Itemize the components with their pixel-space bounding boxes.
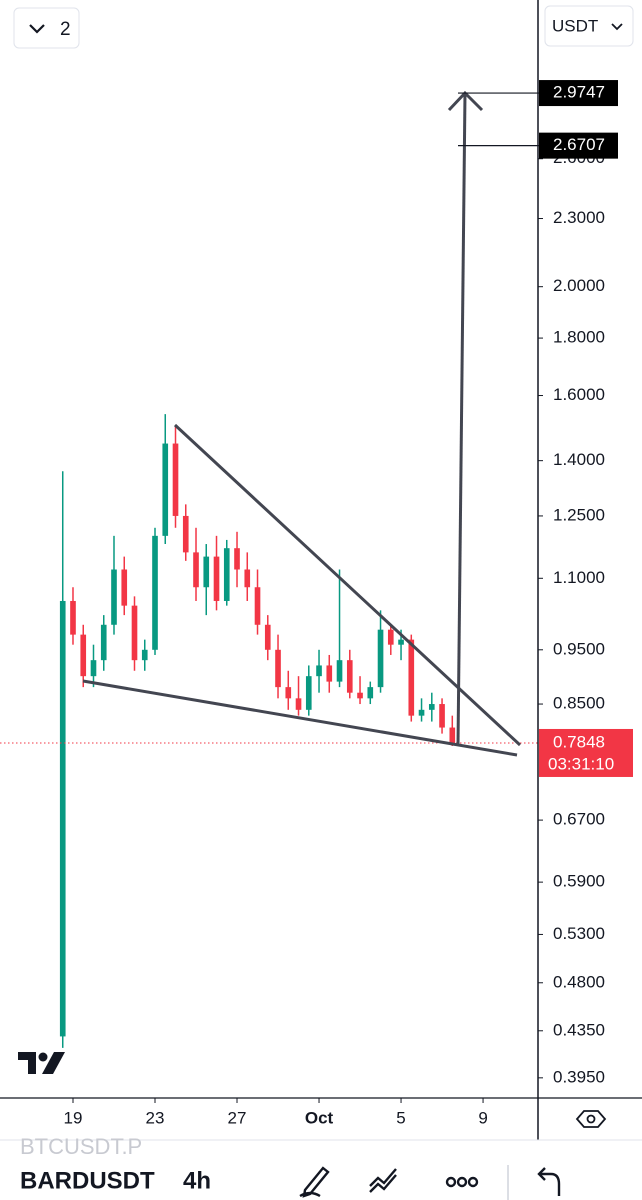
candle-body <box>131 605 138 661</box>
candle-body <box>439 704 445 728</box>
candle-body <box>244 569 251 588</box>
candle-body <box>449 727 456 743</box>
drawings <box>82 90 522 757</box>
more-icon[interactable] <box>456 1176 468 1188</box>
axis-settings[interactable] <box>575 1110 607 1128</box>
more-icon[interactable] <box>445 1176 457 1188</box>
chart-plot <box>0 414 538 1048</box>
y-tick-label: 2.3000 <box>553 208 605 227</box>
countdown: 03:31:10 <box>548 754 614 773</box>
candle-body <box>316 665 322 677</box>
lower-trendline <box>82 679 518 757</box>
y-tick-label: 0.5900 <box>553 872 605 891</box>
candle-body <box>264 624 271 650</box>
x-tick-label: 9 <box>478 1108 487 1127</box>
candle-body <box>285 687 292 699</box>
y-tick-label: 1.8000 <box>553 328 605 347</box>
candle-body <box>213 556 220 601</box>
y-tick-label: 1.2500 <box>553 505 605 524</box>
y-tick-label: 0.6700 <box>553 810 605 829</box>
y-tick-label: 0.4350 <box>553 1020 605 1039</box>
candle-body <box>162 443 169 536</box>
candle-body <box>172 443 179 516</box>
previous-symbol: BTCUSDT.P <box>20 1134 142 1159</box>
candle-body <box>141 649 148 661</box>
indicator-count[interactable]: 2 <box>60 19 71 40</box>
currency-box[interactable] <box>544 5 634 47</box>
candle-body <box>59 600 66 1037</box>
candle-body <box>336 660 343 682</box>
candle-body <box>223 548 230 601</box>
candle-body <box>418 709 425 716</box>
toolbar-icons <box>299 1165 561 1200</box>
target-level-box <box>539 80 618 107</box>
last-price-label: 0.7848 <box>553 732 605 751</box>
target-level-box <box>539 132 618 159</box>
settings-icon[interactable] <box>575 1110 607 1128</box>
undo-icon[interactable] <box>537 1167 561 1196</box>
currency-selector[interactable]: USDT <box>544 5 634 47</box>
candle-body <box>346 660 353 693</box>
candle-body <box>121 569 128 606</box>
candle-body <box>377 629 384 688</box>
interval[interactable]: 4h <box>183 1167 211 1194</box>
x-tick-label: 19 <box>64 1108 83 1127</box>
candle-body <box>234 548 240 570</box>
candle-body <box>326 665 333 682</box>
symbol-clip[interactable]: BARDUSDT <box>20 1167 155 1194</box>
projection-arrow <box>456 92 467 746</box>
candle-body <box>398 639 404 645</box>
candle-body <box>100 624 107 661</box>
x-tick-label: 27 <box>228 1108 247 1127</box>
currency-label[interactable]: USDT <box>552 16 598 35</box>
candle-body <box>275 649 281 688</box>
target-level-label: 2.6707 <box>553 135 605 154</box>
upper-trendline <box>173 423 522 747</box>
candle-body <box>408 639 415 716</box>
candle-body <box>182 515 189 553</box>
candle-body <box>90 660 97 677</box>
last-price-box <box>539 728 633 777</box>
y-tick-label: 0.4800 <box>553 972 605 991</box>
bottom-bar-bg <box>0 1160 300 1200</box>
chevron-icon[interactable] <box>29 24 45 34</box>
candle-body <box>357 692 363 699</box>
settings-icon-center[interactable] <box>586 1114 596 1124</box>
y-tick-label: 2.0000 <box>553 276 605 295</box>
pattern-icon[interactable] <box>369 1168 397 1193</box>
candle-body <box>387 629 394 645</box>
y-tick-label: 1.6000 <box>553 385 605 404</box>
y-tick-label: 1.1000 <box>553 568 605 587</box>
x-tick-label: Oct <box>305 1108 334 1127</box>
candle-body <box>428 704 435 710</box>
chevron-icon[interactable] <box>611 23 623 31</box>
candle-body <box>367 687 374 699</box>
symbol[interactable]: BARDUSDT <box>20 1167 155 1194</box>
logo <box>18 1052 65 1074</box>
more-icon[interactable] <box>467 1176 479 1188</box>
candle-body <box>254 587 261 625</box>
x-tick-label: 23 <box>146 1108 165 1127</box>
candle-body <box>203 556 210 588</box>
candle-body <box>70 600 76 635</box>
indicators-toggle[interactable]: 2 <box>13 7 80 49</box>
y-tick-label: 1.4000 <box>553 450 605 469</box>
candle-body <box>193 552 199 588</box>
y-tick-label: 0.3950 <box>553 1067 605 1086</box>
candle-body <box>80 634 87 677</box>
candle-body <box>152 535 158 650</box>
y-tick-label: 0.5300 <box>553 924 605 943</box>
candle-body <box>305 676 312 710</box>
bottom-bar: BTCUSDT.P BARDUSDT 4h <box>0 1134 561 1200</box>
draw-icon[interactable] <box>299 1166 330 1198</box>
candle-body <box>295 698 302 710</box>
target-level-label: 2.9747 <box>553 83 605 102</box>
y-tick-label: 0.8500 <box>553 694 605 713</box>
y-tick-label: 0.9500 <box>553 639 605 658</box>
x-tick-label: 5 <box>396 1108 405 1127</box>
candle-body <box>111 569 117 625</box>
toggle-box[interactable] <box>13 7 80 49</box>
